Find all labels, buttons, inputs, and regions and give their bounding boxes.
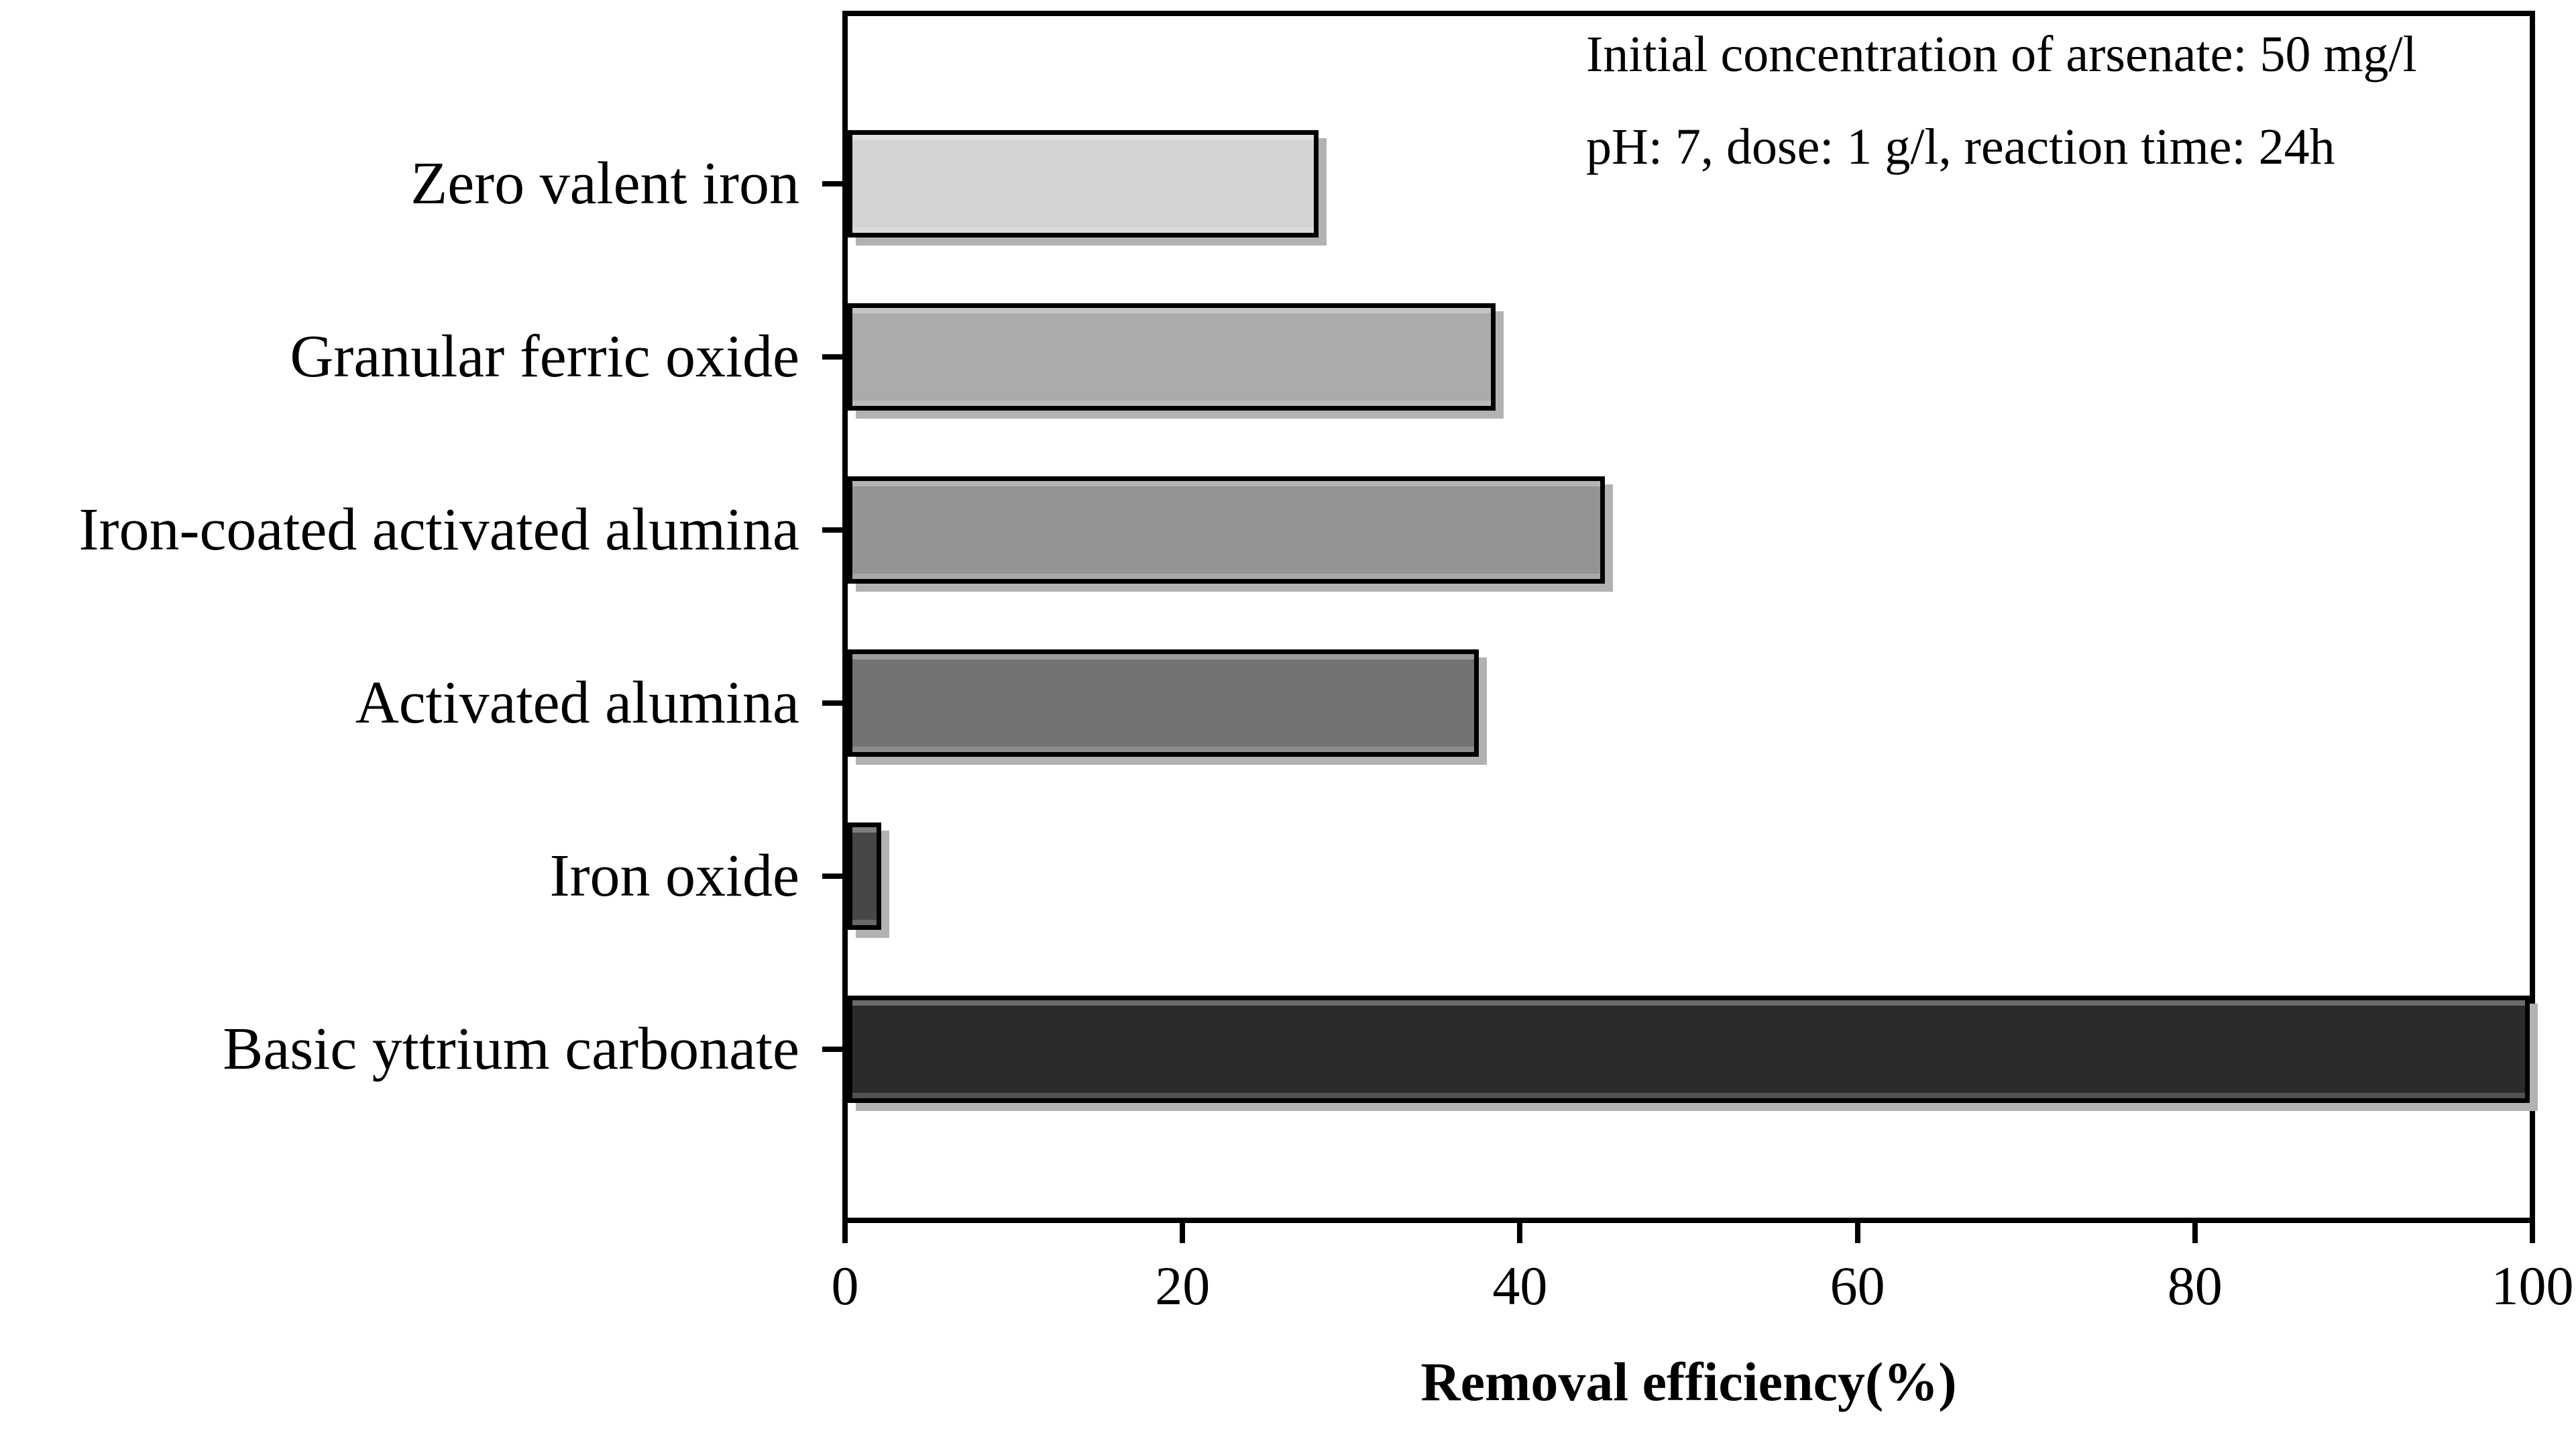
x-axis-tick [2530,1223,2535,1243]
y-axis-tick [822,873,842,879]
category-label-zero-valent-iron: Zero valent iron [410,150,799,217]
x-axis-tick-label: 20 [1155,1255,1211,1316]
x-axis-tick [1854,1223,1860,1243]
category-label-iron-coated-activated-alumina: Iron-coated activated alumina [78,496,799,563]
x-axis-tick-label: 60 [1830,1255,1885,1316]
category-label-basic-yttrium-carbonate: Basic yttrium carbonate [223,1016,799,1082]
x-axis-tick-label: 40 [1492,1255,1548,1316]
bar-zero-valent-iron [848,130,1319,237]
x-axis-title: Removal efficiency(%) [1420,1351,1957,1412]
y-axis-tick [822,527,842,533]
x-axis-tick [842,1223,848,1243]
category-label-granular-ferric-oxide: Granular ferric oxide [290,323,799,390]
y-axis-tick [822,700,842,706]
category-label-activated-alumina: Activated alumina [355,670,799,736]
x-axis-tick [1180,1223,1186,1243]
bar-iron-oxide [848,823,881,930]
y-axis-tick [822,1047,842,1052]
bar-activated-alumina [848,649,1479,757]
bar-iron-coated-activated-alumina [848,476,1605,584]
x-axis-tick-label: 80 [2167,1255,2223,1316]
annotation-line-2: pH: 7, dose: 1 g/l, reaction time: 24h [1586,119,2335,175]
x-axis-tick-label: 0 [831,1255,859,1316]
y-axis-tick [822,181,842,187]
bar-granular-ferric-oxide [848,303,1496,411]
x-axis-tick-label: 100 [2491,1255,2574,1316]
annotation-line-1: Initial concentration of arsenate: 50 mg… [1586,26,2417,83]
bar-basic-yttrium-carbonate [848,996,2530,1103]
y-axis-tick [822,354,842,360]
category-label-iron-oxide: Iron oxide [549,843,799,909]
x-axis-tick [2192,1223,2198,1243]
x-axis-tick [1517,1223,1523,1243]
